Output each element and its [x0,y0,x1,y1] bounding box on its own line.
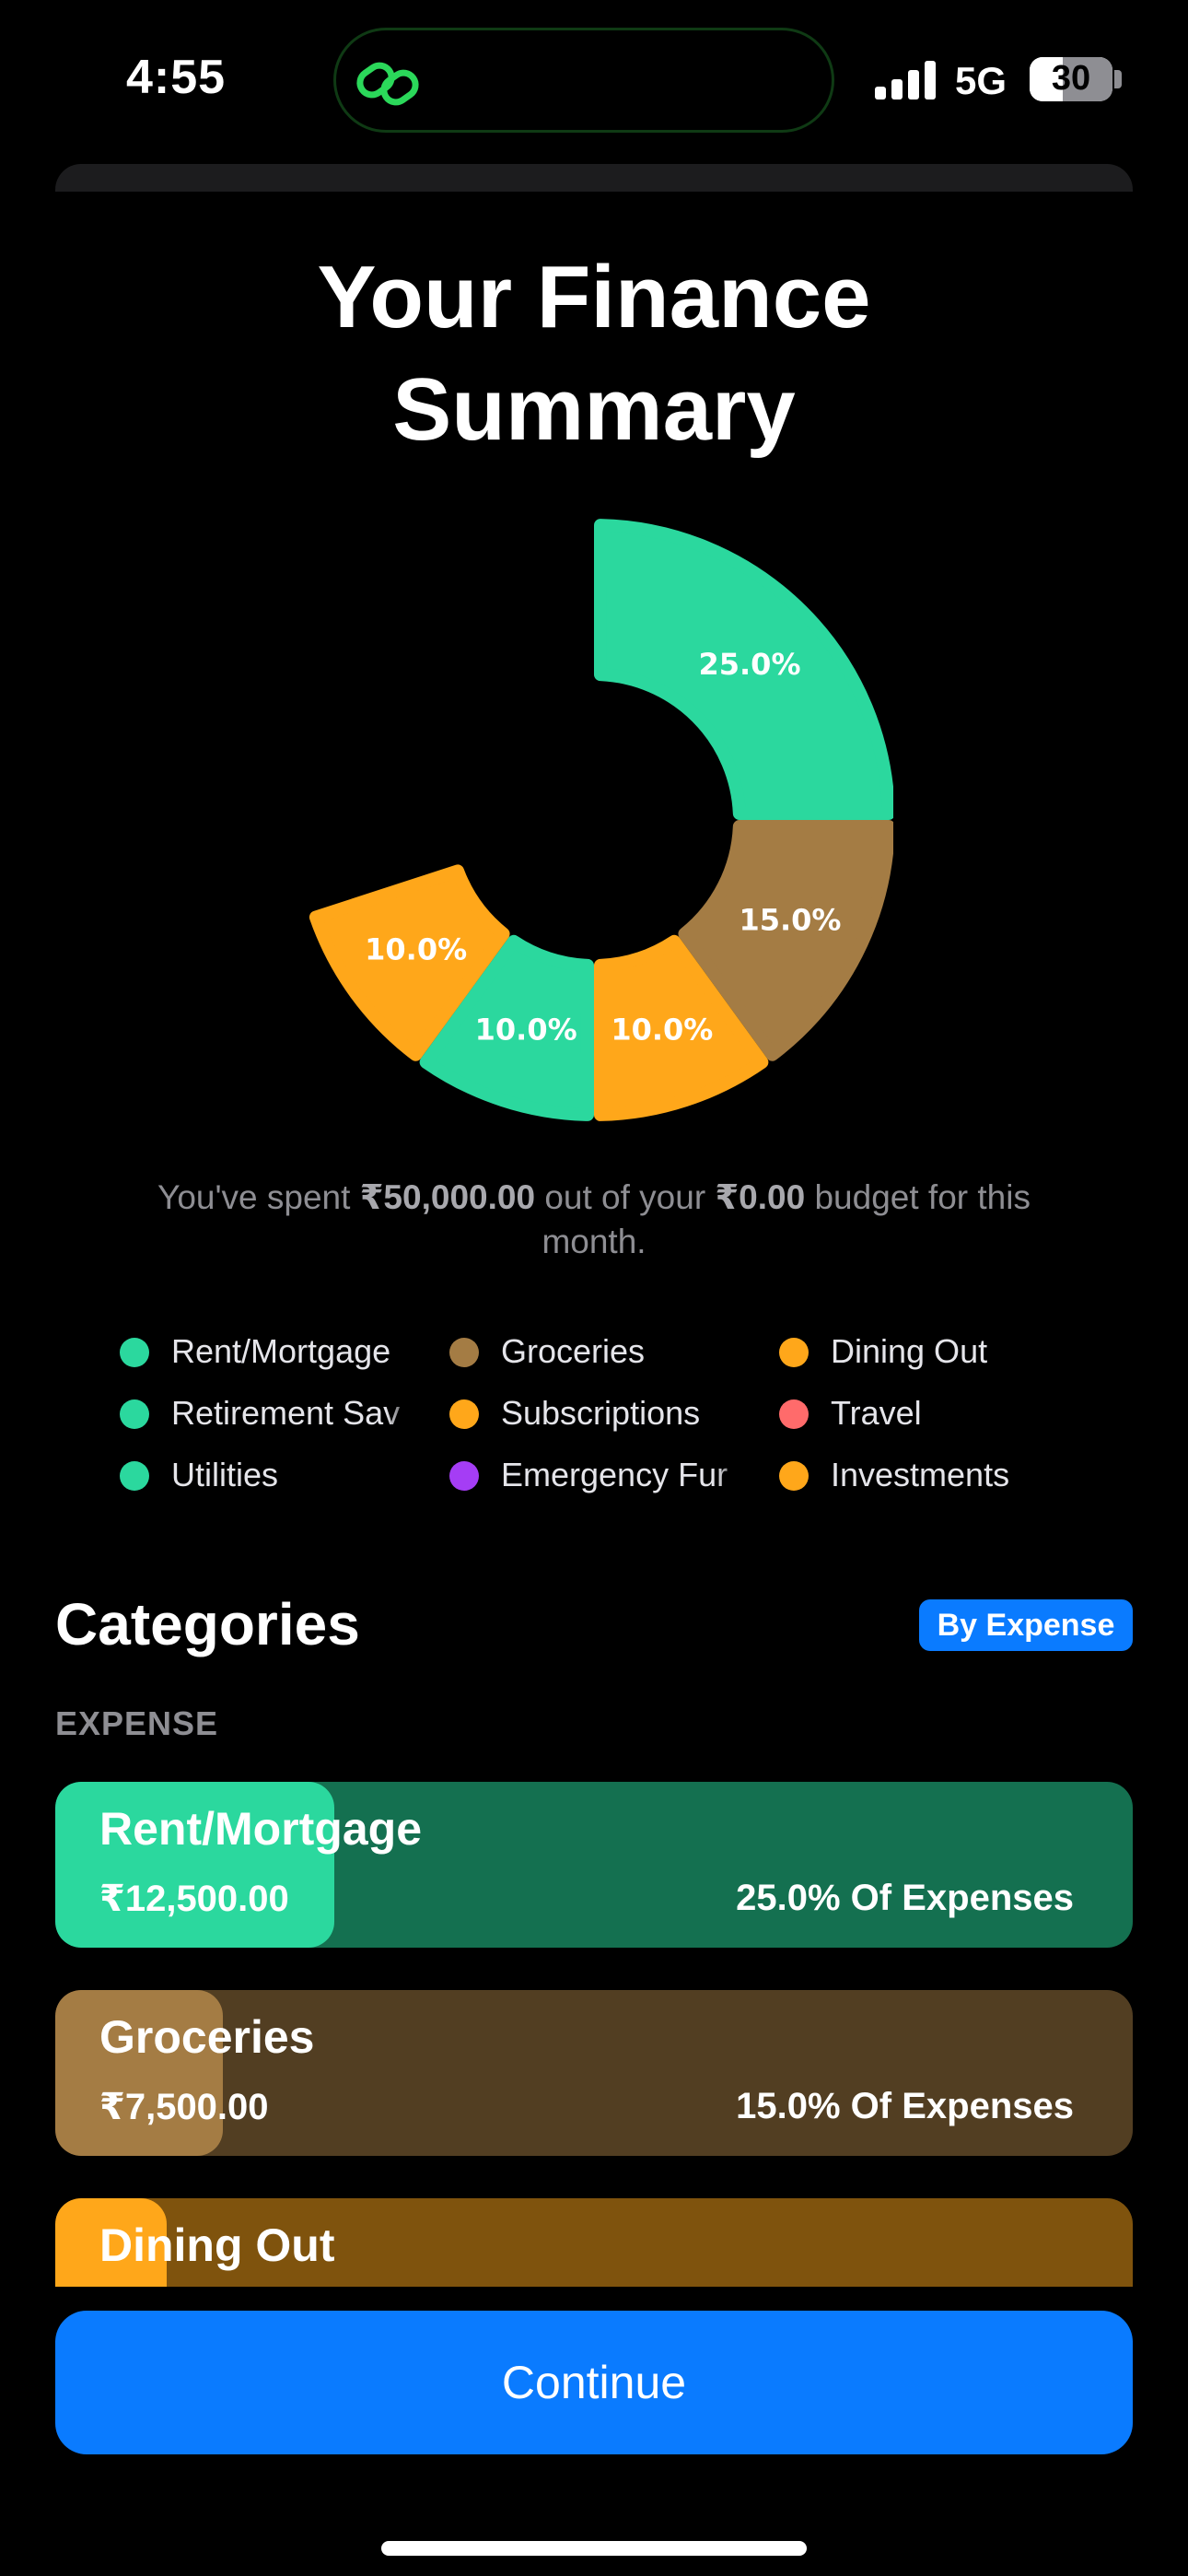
legend-label: Rent/Mortgage [171,1332,391,1370]
legend-label: Subscriptions [501,1394,701,1432]
legend-dot-icon [779,1461,809,1491]
legend-label: Emergency Fur [501,1456,728,1493]
expense-donut-chart: 25.0% 15.0% 10.0% 10.0% 10.0% [309,519,893,1121]
legend-item: Subscriptions [449,1388,744,1440]
legend-dot-icon [449,1399,479,1429]
page-title-line2: Summary [392,360,796,459]
battery-tip [1114,70,1122,88]
category-amount: ₹12,500.00 [99,1879,289,1919]
category-percent: 25.0% Of Expenses [736,1878,1074,1918]
donut-slice [419,934,595,1121]
spent-suffix: budget for this month. [542,1178,1031,1260]
legend-dot-icon [120,1338,149,1367]
legend-label: Travel [831,1394,922,1432]
donut-slice-label: 15.0% [739,903,841,938]
category-share-bar [55,1990,223,2156]
legend-item: Retirement Sav [120,1388,414,1440]
donut-slice-label: 10.0% [475,1012,577,1047]
donut-slice [678,819,893,1061]
legend-dot-icon [449,1338,479,1367]
link-icon [356,62,419,106]
category-share-bar [55,2198,167,2287]
spent-summary: You've spent ₹50,000.00 out of your ₹0.0… [101,1176,1087,1264]
battery-level: 30 [1051,59,1091,98]
legend-item: Investments [779,1450,1074,1502]
legend-label: Investments [831,1456,1010,1493]
legend-dot-icon [779,1338,809,1367]
donut-slice-label: 10.0% [365,931,467,966]
legend-dot-icon [449,1461,479,1491]
expense-section-label: EXPENSE [55,1704,219,1742]
legend-label: Dining Out [831,1332,988,1370]
categories-heading: Categories [55,1591,360,1657]
home-indicator[interactable] [381,2541,807,2556]
donut-slice-label: 25.0% [698,647,800,682]
category-share-bar [55,1782,334,1948]
legend-item: Travel [779,1388,1074,1440]
network-label: 5G [955,59,1007,102]
legend-item: Emergency Fur [449,1450,744,1502]
donut-slice [593,934,769,1121]
legend-label: Utilities [171,1456,279,1493]
legend-dot-icon [779,1399,809,1429]
category-percent: 15.0% Of Expenses [736,2086,1074,2126]
category-card[interactable]: Rent/Mortgage ₹12,500.00 25.0% Of Expenses [55,1782,1133,1948]
sheet-top-edge [55,164,1133,192]
legend-label: Retirement Sav [171,1394,401,1432]
status-time: 4:55 [126,51,227,104]
donut-slice-label: 10.0% [611,1012,713,1047]
legend-item: Utilities [120,1450,414,1502]
legend-item: Dining Out [779,1327,1074,1378]
category-name: Rent/Mortgage [99,1803,422,1855]
category-list: Rent/Mortgage ₹12,500.00 25.0% Of Expenses… [55,1782,1133,2287]
continue-button[interactable]: Continue [55,2311,1133,2454]
category-card[interactable]: Groceries ₹7,500.00 15.0% Of Expenses [55,1990,1133,2156]
legend-item: Groceries [449,1327,744,1378]
category-card[interactable]: Dining Out [55,2198,1133,2287]
category-amount: ₹7,500.00 [99,2087,269,2127]
spent-amount: ₹50,000.00 [359,1178,536,1216]
battery-icon: 30 [1030,57,1112,101]
legend-item: Rent/Mortgage [120,1327,414,1378]
legend-label: Groceries [501,1332,646,1370]
category-name: Groceries [99,2011,315,2063]
spent-middle: out of your [535,1178,716,1216]
donut-slice [309,864,510,1061]
category-name: Dining Out [99,2219,335,2271]
legend-dot-icon [120,1461,149,1491]
spent-prefix: You've spent [157,1178,360,1216]
page-title: Your Finance Summary [0,241,1188,466]
budget-amount: ₹0.00 [715,1178,806,1216]
page-title-line1: Your Finance [317,248,871,346]
donut-slice [593,519,893,821]
signal-icon [875,61,936,100]
legend-dot-icon [120,1399,149,1429]
sort-by-expense-button[interactable]: By Expense [919,1599,1133,1651]
